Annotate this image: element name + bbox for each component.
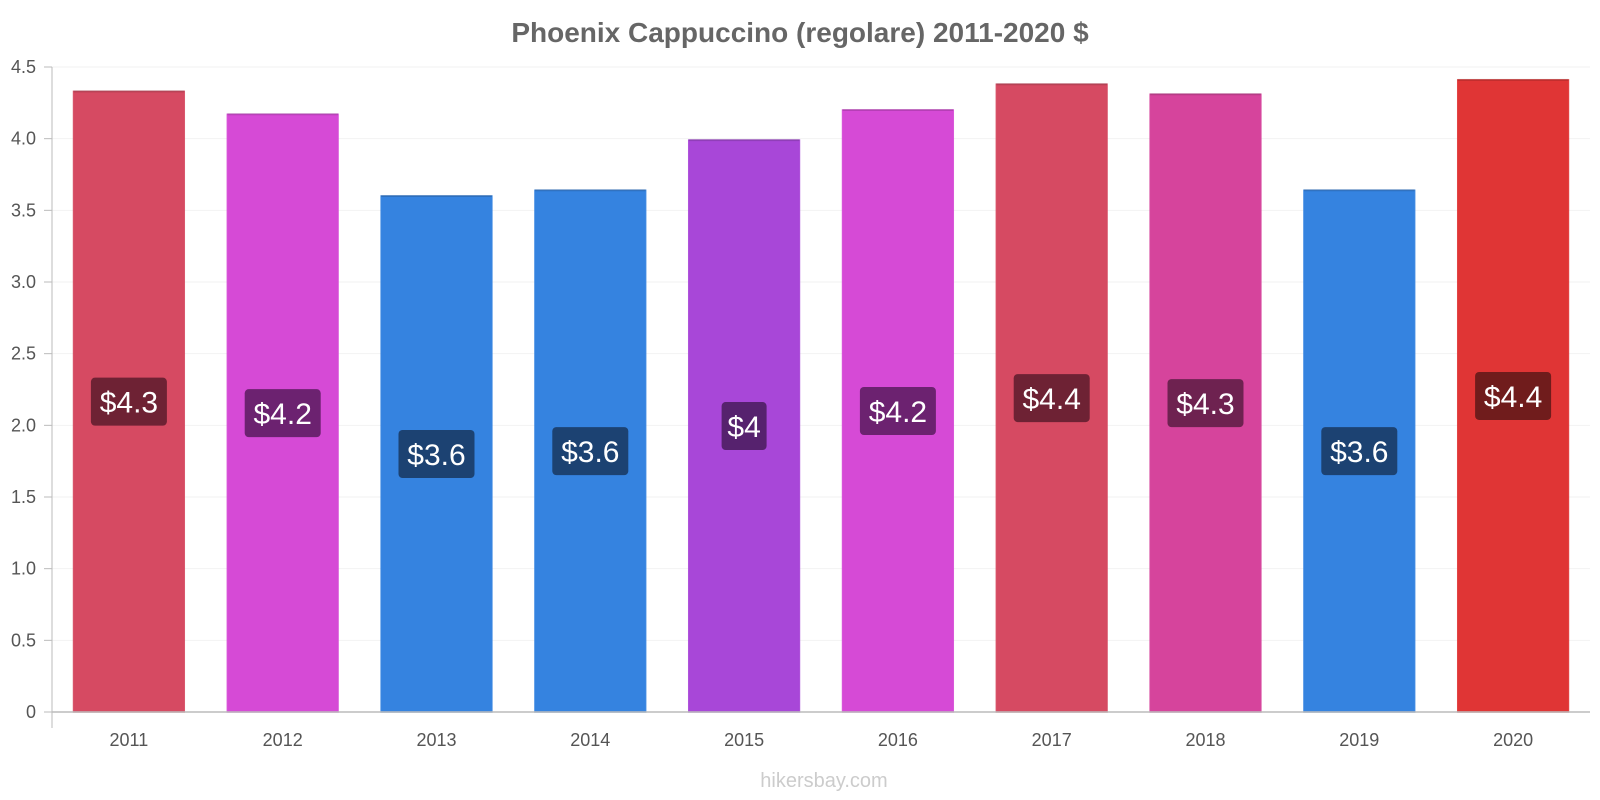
- x-tick-label: 2012: [263, 730, 303, 750]
- data-label-box: [721, 402, 767, 451]
- y-tick-label: 1.5: [11, 487, 36, 507]
- y-tick-label: 1.0: [11, 559, 36, 579]
- data-label-box: [244, 389, 321, 438]
- y-tick-label: 3.0: [11, 272, 36, 292]
- data-label-box: [1475, 371, 1552, 420]
- data-label-2018: $4.3: [1176, 388, 1234, 421]
- bars: [72, 78, 1570, 713]
- x-tick-label: 2013: [416, 730, 456, 750]
- x-tick-label: 2016: [878, 730, 918, 750]
- data-label-box: [552, 427, 629, 476]
- data-label-box: [1013, 374, 1090, 423]
- data-labels: $4.3 $4.2 $3.6 $3.6 $4 $4.2 $4.4 $4.3 $3.6 $4.4: [90, 371, 1552, 478]
- x-tick-label: 2019: [1339, 730, 1379, 750]
- y-tick-label: 0: [26, 702, 36, 722]
- data-label-2019: $3.6: [1330, 436, 1388, 469]
- data-label-box: [90, 377, 167, 426]
- data-label-box: [859, 387, 936, 435]
- data-label-2016: $4.2: [869, 396, 927, 429]
- x-tick-label: 2014: [570, 730, 610, 750]
- data-label-2015: $4: [727, 411, 760, 444]
- data-label-box: [1167, 379, 1244, 428]
- x-tick-label: 2015: [724, 730, 764, 750]
- x-tick-label: 2017: [1032, 730, 1072, 750]
- y-tick-label: 0.5: [11, 630, 36, 650]
- y-tick-label: 3.5: [11, 200, 36, 220]
- source-watermark: hikersbay.com: [760, 770, 887, 792]
- x-tick-label: 2018: [1185, 730, 1225, 750]
- y-tick-label: 4.0: [11, 129, 36, 149]
- data-label-box: [398, 430, 475, 478]
- data-label-2014: $3.6: [561, 436, 619, 469]
- data-label-box: [1321, 427, 1398, 476]
- x-tick-label: 2020: [1493, 730, 1533, 750]
- data-label-2020: $4.4: [1484, 381, 1542, 414]
- y-axis: 0 0.5 1.0 1.5 2.0 2.5 3.0 3.5 4.0 4.5: [11, 57, 53, 728]
- data-label-2012: $4.2: [254, 398, 312, 431]
- y-tick-label: 4.5: [11, 57, 36, 77]
- chart-title: Phoenix Cappuccino (regolare) 2011-2020 …: [511, 17, 1089, 48]
- data-label-2011: $4.3: [100, 387, 158, 420]
- x-axis: 2011 2012 2013 2014 2015 2016 2017 2018 2019 2020: [52, 711, 1590, 750]
- y-tick-label: 2.0: [11, 415, 36, 435]
- data-label-2017: $4.4: [1023, 383, 1081, 416]
- data-label-2013: $3.6: [407, 439, 465, 472]
- x-tick-label: 2011: [110, 730, 149, 750]
- y-tick-label: 2.5: [11, 344, 36, 364]
